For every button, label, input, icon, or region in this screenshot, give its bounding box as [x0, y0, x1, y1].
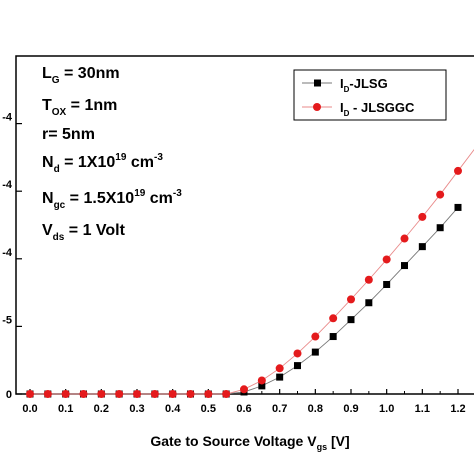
x-axis-title: Gate to Source Voltage Vgs [V]	[150, 433, 349, 452]
y-tick-label: -4	[2, 179, 13, 191]
data-point	[222, 390, 231, 398]
data-point	[276, 373, 284, 381]
data-point	[150, 390, 159, 398]
x-tick-label: 0.3	[129, 403, 144, 415]
data-point	[418, 212, 427, 221]
param-line: TOX = 1nm	[42, 97, 117, 118]
param-line: LG = 30nm	[42, 65, 120, 86]
x-tick-label: 0.8	[308, 403, 323, 415]
data-point	[79, 390, 88, 398]
y-tick-label: 0	[6, 389, 12, 401]
data-point	[115, 390, 124, 398]
data-point	[436, 224, 444, 232]
series-jlsggc	[26, 148, 474, 398]
legend: ID-JLSG ID - JLSGGC	[293, 69, 447, 121]
y-tick-label: -4	[2, 112, 13, 124]
plot-frame	[15, 55, 474, 395]
data-point	[61, 390, 70, 398]
legend-label: ID - JLSGGC	[340, 100, 415, 118]
y-axis: 0 -5 -4 -4 -4	[2, 112, 22, 401]
data-point	[347, 295, 355, 304]
param-line: Nd = 1X1019 cm-3	[42, 152, 163, 175]
legend-label: ID-JLSG	[340, 76, 388, 94]
param-line: Ngc = 1.5X1019 cm-3	[42, 188, 182, 211]
legend-box	[293, 69, 447, 121]
x-tick-label: 0.9	[343, 403, 358, 415]
param-line: Vds = 1 Volt	[42, 222, 126, 243]
data-point	[240, 385, 248, 394]
legend-item: ID-JLSG	[302, 76, 388, 94]
data-point	[293, 349, 302, 358]
data-point	[383, 280, 391, 288]
x-axis: 0.0 0.1 0.2 0.3 0.4 0.5 0.6 0.7 0.8 0.9 1.0 1.1 1.2	[22, 389, 466, 415]
data-point	[418, 243, 426, 251]
data-point	[168, 390, 177, 398]
data-point	[400, 234, 409, 243]
y-tick-label: -5	[2, 314, 12, 326]
data-point	[186, 390, 195, 398]
series-layer	[26, 148, 474, 398]
x-tick-label: 0.7	[272, 403, 287, 415]
data-point	[257, 376, 266, 385]
data-point	[401, 262, 408, 270]
x-tick-label: 0.1	[58, 403, 73, 415]
x-tick-label: 0.5	[201, 403, 216, 415]
data-point	[204, 390, 213, 398]
data-point	[454, 203, 462, 211]
x-tick-label: 0.0	[22, 403, 37, 415]
data-point	[133, 390, 141, 398]
data-point	[365, 299, 373, 307]
series-line	[30, 148, 474, 395]
data-point	[364, 275, 373, 284]
data-point	[97, 390, 106, 398]
data-point	[311, 332, 320, 341]
legend-marker	[313, 103, 321, 111]
data-point	[43, 390, 52, 398]
x-tick-label: 0.2	[94, 403, 109, 415]
data-point	[347, 316, 355, 324]
data-point	[311, 348, 319, 356]
data-point	[382, 255, 391, 264]
x-tick-label: 1.2	[450, 403, 465, 415]
data-point	[454, 166, 462, 175]
data-point	[329, 314, 338, 323]
device-parameters: LG = 30nm TOX = 1nm r= 5nm Nd = 1X1019 cm-3…	[42, 65, 182, 243]
plot-area	[15, 55, 474, 395]
x-tick-label: 0.6	[236, 403, 251, 415]
data-point	[258, 382, 266, 390]
y-tick-label: -4	[2, 247, 13, 259]
legend-item: ID - JLSGGC	[302, 100, 415, 118]
param-line: r= 5nm	[42, 126, 95, 143]
data-point	[436, 190, 445, 199]
data-point	[275, 364, 284, 373]
x-tick-label: 1.1	[415, 403, 430, 415]
x-tick-label: 1.0	[379, 403, 394, 415]
legend-marker	[314, 79, 321, 87]
data-point	[294, 362, 301, 370]
data-point	[329, 333, 337, 341]
data-point	[26, 390, 34, 398]
x-tick-label: 0.4	[165, 403, 181, 415]
